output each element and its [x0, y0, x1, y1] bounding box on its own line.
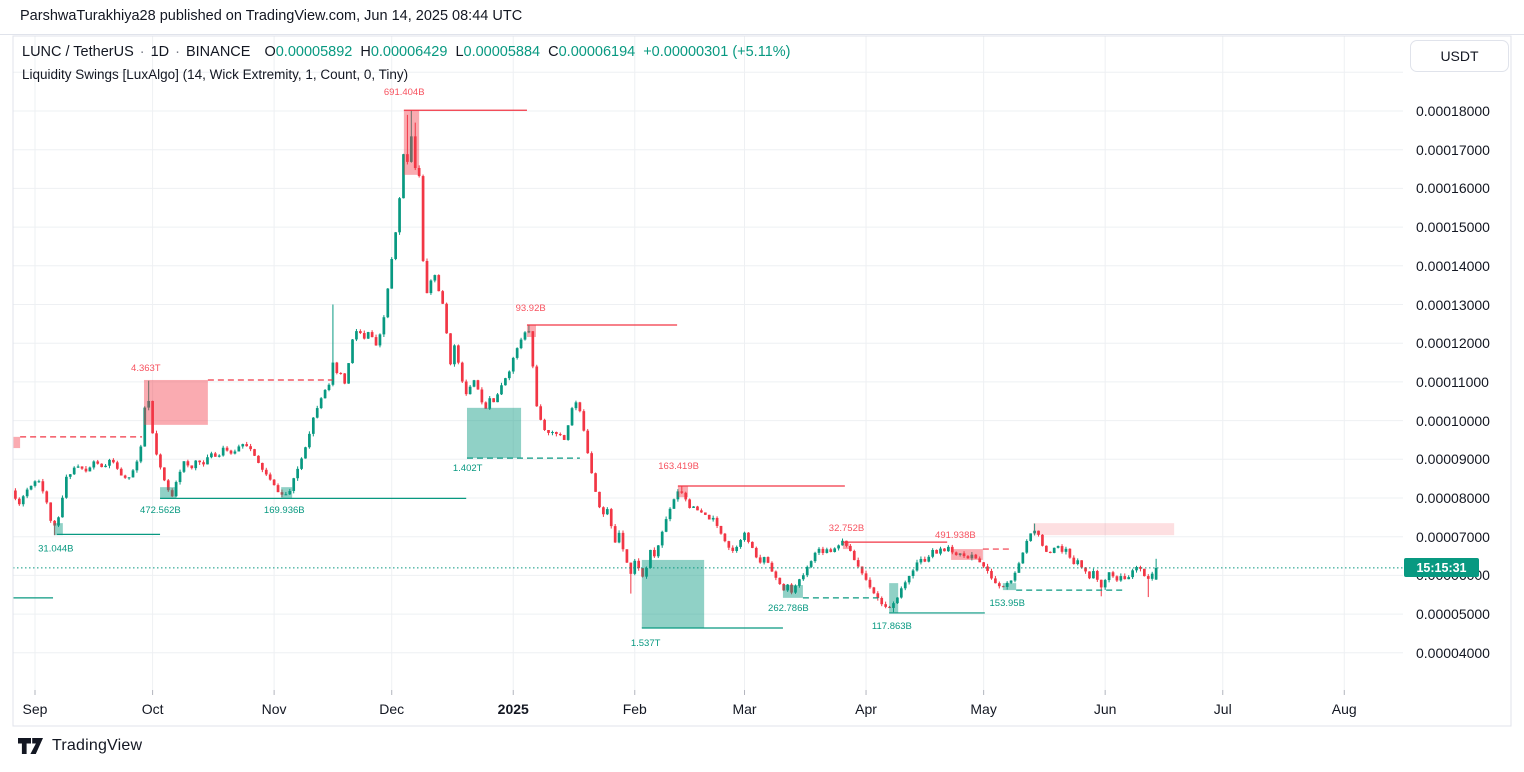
price-axis-label: 0.00004000 [1416, 644, 1490, 661]
open-key: O [264, 44, 276, 60]
symbol-name: LUNC / TetherUS [22, 44, 134, 60]
price-axis[interactable]: 0.000040000.000050000.000060000.00007000… [1403, 34, 1524, 730]
exchange-label: BINANCE [185, 44, 251, 60]
liquidity-volume-label: 1.537T [631, 638, 661, 649]
time-axis-label: Jul [1213, 701, 1232, 717]
liquidity-volume-label: 491.938B [935, 530, 976, 541]
price-axis-label: 0.00013000 [1416, 296, 1490, 313]
price-axis-label: 0.00010000 [1416, 412, 1490, 429]
liquidity-volume-label: 691.404B [384, 87, 425, 98]
buy-side-liquidity-box [281, 487, 293, 499]
currency-toggle-button[interactable]: USDT [1410, 40, 1509, 72]
time-axis-label: Nov [261, 701, 287, 717]
open-value: 0.00005892 [275, 44, 353, 60]
price-axis-label: 0.00015000 [1416, 219, 1490, 236]
time-axis-label: Sep [22, 701, 48, 717]
time-axis-label: Dec [379, 701, 405, 717]
sell-side-liquidity-box [842, 542, 850, 550]
high-key: H [360, 44, 371, 60]
price-axis-label: 0.00008000 [1416, 490, 1490, 506]
time-axis[interactable]: Sep Oct Nov Dec 2025 Feb Mar Apr May Jun Jul Aug [0, 690, 1403, 730]
liquidity-volume-label: 169.936B [264, 505, 305, 516]
buy-side-liquidity-box [782, 585, 803, 598]
interval-label: 1D [150, 44, 170, 60]
time-axis-label: May [970, 701, 997, 717]
candlestick-series [14, 110, 1158, 613]
chart-pane: 691.404B 4.363T 93.92B 163.419B 32.752B 491.9… [0, 34, 1524, 730]
sell-side-liquidity-box [13, 436, 21, 449]
tradingview-logo-icon [18, 738, 43, 754]
sell-side-liquidity-box [143, 379, 208, 425]
time-axis-label: Oct [141, 701, 164, 717]
liquidity-volume-label: 262.786B [768, 603, 809, 614]
price-axis-label: 0.00005000 [1416, 606, 1490, 623]
published-bar: ParshwaTurakhiya28 published on TradingV… [0, 0, 1524, 35]
price-axis-label: 0.00009000 [1416, 451, 1490, 468]
price-chart-canvas[interactable]: 691.404B 4.363T 93.92B 163.419B 32.752B 491.9… [0, 34, 1524, 730]
liquidity-volume-label: 4.363T [131, 363, 161, 374]
time-axis-label: Aug [1331, 701, 1357, 717]
time-axis-label: Mar [732, 701, 757, 717]
buy-side-liquidity-box [53, 523, 63, 536]
price-axis-label: 0.00014000 [1416, 257, 1490, 274]
price-axis-label: 0.00017000 [1416, 141, 1490, 158]
price-axis-label: 0.00016000 [1416, 180, 1490, 197]
tradingview-logo[interactable]: TradingView [18, 736, 142, 756]
low-value: 0.00005884 [463, 44, 541, 60]
price-axis-label: 0.00007000 [1416, 528, 1490, 545]
separator-dot: · [175, 44, 180, 60]
close-value: 0.00006194 [558, 44, 636, 60]
symbol-legend-row[interactable]: LUNC / TetherUS · 1D · BINANCE O0.00005892 H0.… [22, 44, 790, 60]
brand-text: TradingView [52, 737, 143, 754]
liquidity-volume-label: 163.419B [658, 461, 699, 472]
buy-side-liquidity-box [641, 559, 705, 629]
published-text: ParshwaTurakhiya28 published on TradingV… [20, 8, 523, 24]
liquidity-volume-label: 472.562B [140, 505, 181, 516]
close-key: C [548, 44, 559, 60]
price-axis-label: 0.00011000 [1416, 373, 1489, 390]
countdown-price-badge: 15:15:31 [1404, 558, 1479, 578]
liquidity-volume-label: 117.863B [872, 621, 912, 632]
sell-side-liquidity-box [526, 325, 536, 338]
liquidity-volume-label: 153.95B [990, 598, 1025, 609]
liquidity-zones: 691.404B 4.363T 93.92B 163.419B 32.752B 491.9… [13, 87, 1175, 649]
price-axis-label: 0.00018000 [1416, 103, 1490, 119]
buy-side-liquidity-box [889, 583, 899, 613]
change-value: +0.00000301 (+5.11%) [643, 44, 791, 60]
sell-side-liquidity-box [1033, 523, 1175, 536]
sell-side-liquidity-box [403, 110, 420, 175]
low-key: L [455, 44, 464, 60]
ohlc-values: O0.00005892 H0.00006429 L0.00005884 C0.0000… [264, 44, 790, 60]
liquidity-volume-label: 93.92B [516, 303, 546, 314]
sell-side-liquidity-box [951, 549, 983, 560]
high-value: 0.00006429 [370, 44, 448, 60]
buy-side-liquidity-box [466, 407, 522, 459]
time-axis-label: 2025 [497, 701, 529, 717]
liquidity-volume-label: 31.044B [38, 543, 73, 554]
liquidity-volume-label: 32.752B [829, 523, 864, 534]
buy-side-liquidity-box [160, 487, 177, 499]
indicator-legend-row[interactable]: Liquidity Swings [LuxAlgo] (14, Wick Ext… [22, 67, 409, 82]
footer-bar: TradingView [0, 730, 1524, 772]
time-axis-label: Feb [622, 701, 647, 717]
sell-side-liquidity-box [677, 486, 689, 498]
grid-lines [13, 36, 1403, 690]
price-axis-label: 0.00012000 [1416, 335, 1490, 352]
liquidity-volume-label: 1.402T [453, 463, 483, 474]
time-axis-label: Apr [855, 701, 877, 717]
separator-dot: · [139, 44, 145, 60]
chart-frame-lines [12, 35, 1512, 727]
time-axis-label: Jun [1093, 701, 1117, 717]
buy-side-liquidity-box [1002, 583, 1017, 591]
